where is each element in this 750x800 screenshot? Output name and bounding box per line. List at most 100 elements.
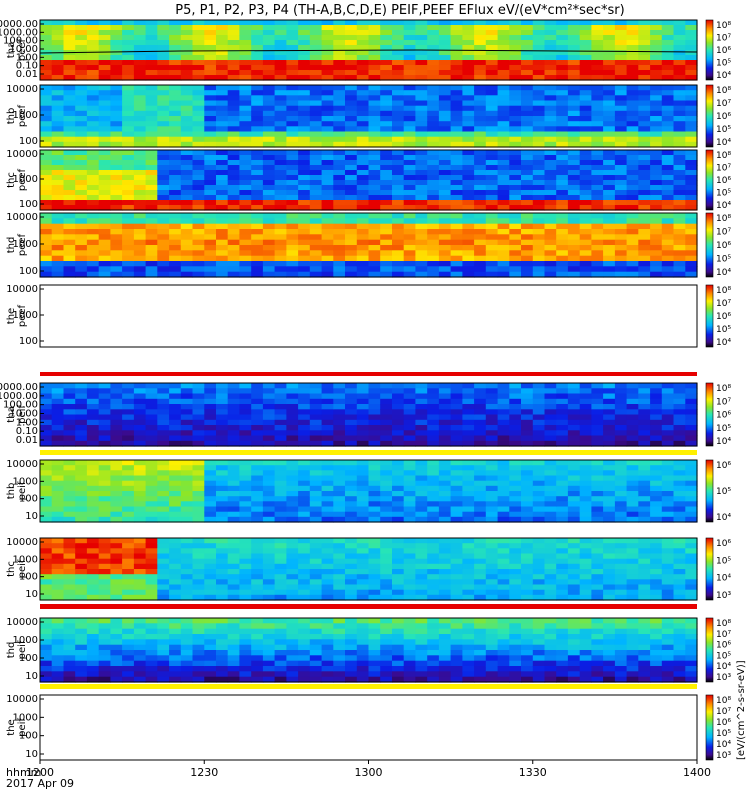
heatmap-cell	[286, 218, 299, 225]
heatmap-cell	[614, 501, 628, 508]
heatmap-cell	[86, 671, 100, 678]
heatmap-cell	[98, 388, 111, 395]
heatmap-cell	[133, 90, 147, 96]
heatmap-cell	[192, 50, 205, 56]
heatmap-cell	[392, 388, 405, 395]
heatmap-cell	[403, 229, 416, 235]
heatmap-cell	[204, 229, 217, 235]
heatmap-cell	[262, 266, 276, 273]
heatmap-cell	[110, 650, 123, 656]
heatmap-cell	[169, 218, 182, 225]
heatmap-cell	[309, 121, 323, 127]
heatmap-cell	[614, 234, 628, 241]
heatmap-cell	[98, 234, 111, 241]
heatmap-cell	[169, 628, 182, 635]
heatmap-cell	[450, 584, 463, 591]
heatmap-cell	[216, 131, 229, 138]
heatmap-cell	[509, 30, 522, 36]
heatmap-cell	[462, 440, 475, 447]
colorbar-tick-label: 10⁸	[716, 21, 731, 31]
heatmap-cell	[204, 213, 217, 219]
heatmap-cell	[661, 110, 675, 117]
heatmap-cell	[661, 271, 675, 278]
heatmap-cell	[509, 465, 522, 471]
heatmap-cell	[51, 255, 64, 262]
heatmap-cell	[356, 574, 370, 580]
heatmap-cell	[40, 35, 53, 41]
heatmap-cell	[356, 165, 370, 171]
heatmap-cell	[462, 589, 475, 596]
heatmap-cell	[40, 496, 53, 502]
heatmap-cell	[75, 45, 88, 51]
heatmap-cell	[40, 95, 53, 102]
heatmap-cell	[567, 155, 581, 161]
heatmap-cell	[415, 475, 428, 482]
heatmap-cell	[392, 501, 405, 508]
heatmap-cell	[614, 229, 628, 235]
heatmap-cell	[227, 170, 240, 176]
heatmap-cell	[110, 100, 123, 107]
heatmap-cell	[321, 30, 334, 36]
heatmap-cell	[474, 425, 487, 431]
heatmap-cell	[579, 465, 592, 471]
heatmap-cell	[532, 95, 546, 102]
heatmap-cell	[274, 579, 287, 586]
heatmap-cell	[368, 155, 381, 161]
heatmap-cell	[450, 75, 463, 81]
heatmap-cell	[661, 35, 675, 41]
heatmap-cell	[509, 110, 522, 117]
heatmap-cell	[509, 388, 522, 395]
heatmap-cell	[122, 136, 135, 143]
heatmap-cell	[673, 255, 686, 262]
heatmap-cell	[333, 543, 346, 549]
heatmap-cell	[567, 218, 581, 225]
heatmap-cell	[474, 255, 487, 262]
heatmap-cell	[638, 185, 651, 191]
heatmap-cell	[309, 435, 323, 442]
heatmap-cell	[438, 234, 452, 241]
heatmap-cell	[122, 414, 135, 421]
heatmap-cell	[485, 25, 499, 31]
heatmap-cell	[110, 190, 123, 196]
heatmap-cell	[673, 485, 686, 492]
heatmap-cell	[521, 496, 534, 502]
heatmap-cell	[650, 388, 663, 395]
heatmap-cell	[603, 126, 616, 133]
heatmap-cell	[403, 40, 416, 46]
heatmap-cell	[216, 105, 229, 112]
heatmap-cell	[86, 414, 100, 421]
heatmap-cell	[415, 234, 428, 241]
heatmap-cell	[309, 150, 323, 156]
heatmap-cell	[380, 245, 393, 251]
heatmap-cell	[262, 136, 276, 143]
heatmap-cell	[333, 170, 346, 176]
heatmap-cell	[661, 40, 675, 46]
heatmap-cell	[567, 200, 581, 206]
heatmap-cell	[438, 195, 452, 201]
heatmap-cell	[474, 170, 487, 176]
heatmap-cell	[521, 404, 534, 410]
heatmap-cell	[509, 398, 522, 405]
heatmap-cell	[145, 131, 158, 138]
heatmap-cell	[204, 150, 217, 156]
heatmap-cell	[298, 485, 311, 492]
heatmap-cell	[298, 35, 311, 41]
heatmap-cell	[380, 229, 393, 235]
heatmap-cell	[227, 20, 240, 26]
heatmap-cell	[180, 271, 194, 278]
heatmap-cell	[462, 383, 475, 389]
heatmap-cell	[497, 195, 510, 201]
heatmap-cell	[145, 671, 158, 678]
heatmap-cell	[251, 95, 264, 102]
heatmap-cell	[579, 506, 592, 513]
colorbar-tick-label: 10⁵	[716, 189, 731, 199]
heatmap-cell	[368, 141, 381, 148]
chart-title: P5, P1, P2, P3, P4 (TH-A,B,C,D,E) PEIF,P…	[175, 3, 624, 18]
heatmap-cell	[333, 116, 346, 122]
heatmap-cell	[474, 261, 487, 267]
heatmap-cell	[392, 160, 405, 166]
heatmap-cell	[614, 25, 628, 31]
heatmap-cell	[356, 388, 370, 395]
heatmap-cell	[333, 594, 346, 601]
heatmap-cell	[579, 205, 592, 211]
